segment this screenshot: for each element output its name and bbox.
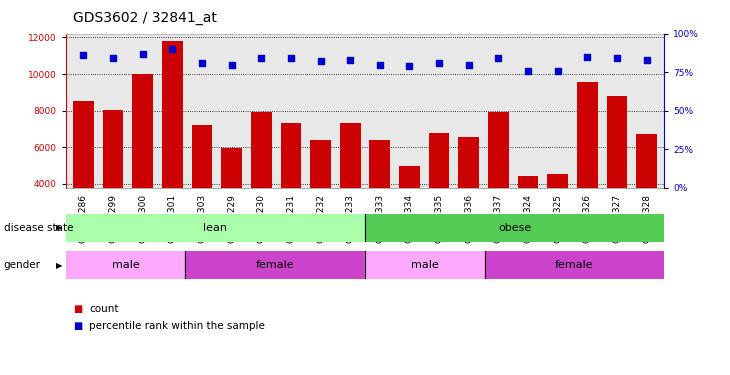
Point bbox=[522, 68, 534, 74]
Text: GDS3602 / 32841_at: GDS3602 / 32841_at bbox=[73, 11, 217, 25]
Point bbox=[611, 56, 623, 62]
Text: female: female bbox=[256, 260, 294, 270]
Bar bbox=[310, 140, 331, 257]
Point bbox=[255, 56, 267, 62]
Text: ▶: ▶ bbox=[55, 261, 62, 270]
Text: obese: obese bbox=[498, 223, 531, 233]
Point bbox=[433, 60, 445, 66]
Point bbox=[285, 56, 297, 62]
Text: ▶: ▶ bbox=[55, 224, 62, 232]
Text: lean: lean bbox=[204, 223, 227, 233]
Point bbox=[463, 62, 474, 68]
Bar bbox=[485, 251, 664, 279]
Bar bbox=[132, 74, 153, 257]
Bar bbox=[548, 174, 568, 257]
Bar bbox=[192, 125, 212, 257]
Bar bbox=[607, 96, 627, 257]
Bar bbox=[365, 251, 485, 279]
Point bbox=[315, 58, 326, 64]
Bar bbox=[458, 137, 479, 257]
Bar bbox=[185, 251, 365, 279]
Bar bbox=[429, 133, 450, 257]
Text: disease state: disease state bbox=[4, 223, 73, 233]
Point bbox=[641, 57, 653, 63]
Bar bbox=[339, 123, 361, 257]
Point bbox=[166, 46, 178, 52]
Point bbox=[493, 56, 504, 62]
Bar bbox=[66, 251, 185, 279]
Point bbox=[137, 51, 149, 57]
Point bbox=[374, 62, 385, 68]
Text: gender: gender bbox=[4, 260, 41, 270]
Point bbox=[345, 57, 356, 63]
Text: female: female bbox=[556, 260, 593, 270]
Bar bbox=[221, 148, 242, 257]
Point bbox=[552, 68, 564, 74]
Bar bbox=[518, 176, 538, 257]
Point bbox=[107, 56, 119, 62]
Point bbox=[581, 54, 593, 60]
Bar bbox=[251, 111, 272, 257]
Point bbox=[226, 62, 237, 68]
Bar bbox=[365, 214, 664, 242]
Bar bbox=[399, 166, 420, 257]
Text: count: count bbox=[89, 304, 118, 314]
Bar bbox=[162, 41, 182, 257]
Text: male: male bbox=[411, 260, 439, 270]
Point bbox=[77, 52, 89, 58]
Text: male: male bbox=[112, 260, 139, 270]
Point bbox=[196, 60, 208, 66]
Bar bbox=[103, 110, 123, 257]
Bar bbox=[369, 140, 391, 257]
Bar bbox=[488, 111, 509, 257]
Bar bbox=[280, 123, 301, 257]
Text: ■: ■ bbox=[73, 304, 82, 314]
Point bbox=[404, 63, 415, 69]
Bar bbox=[66, 214, 365, 242]
Text: percentile rank within the sample: percentile rank within the sample bbox=[89, 321, 265, 331]
Text: ■: ■ bbox=[73, 321, 82, 331]
Bar bbox=[73, 102, 94, 257]
Bar bbox=[636, 134, 657, 257]
Bar bbox=[577, 82, 598, 257]
